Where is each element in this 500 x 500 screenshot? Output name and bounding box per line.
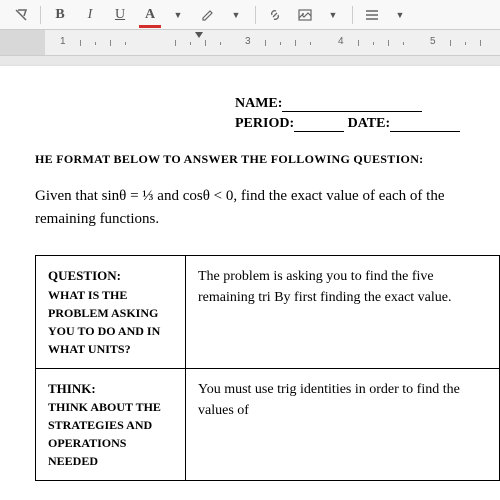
ruler-number: 1 (60, 36, 66, 47)
align-icon[interactable] (361, 4, 383, 26)
document-area: NAME: PERIOD: DATE: HE FORMAT BELOW TO A… (0, 56, 500, 500)
name-label: NAME: (235, 96, 282, 111)
format-clear-icon[interactable] (10, 4, 32, 26)
ruler-tick (280, 42, 281, 45)
ruler-tick (110, 40, 111, 46)
formatting-toolbar: B I U A ▼ ▼ ▼ ▼ (0, 0, 500, 30)
ruler-tick (95, 42, 96, 45)
ruler-tick (465, 42, 466, 45)
italic-button[interactable]: I (79, 4, 101, 26)
row-title: QUESTION: (48, 266, 173, 286)
ruler-tick (450, 40, 451, 46)
date-field-line (390, 118, 460, 132)
bold-button[interactable]: B (49, 4, 71, 26)
ruler-tick (125, 42, 126, 45)
period-field-line (294, 118, 344, 132)
row-content-cell: You must use trig identities in order to… (186, 368, 500, 481)
ruler-tick (175, 40, 176, 46)
period-label: PERIOD: (235, 116, 294, 131)
underline-button[interactable]: U (109, 4, 131, 26)
ruler-tick (80, 40, 81, 46)
dropdown-icon[interactable]: ▼ (389, 4, 411, 26)
row-subtitle: WHAT IS THE PROBLEM ASKING YOU TO DO AND… (48, 286, 173, 358)
row-label-cell: THINK: THINK ABOUT THE STRATEGIES AND OP… (36, 368, 186, 481)
ruler-number: 3 (245, 36, 251, 47)
table-row: QUESTION: WHAT IS THE PROBLEM ASKING YOU… (36, 256, 500, 369)
name-field-line (282, 98, 422, 112)
worksheet-header: NAME: PERIOD: DATE: (235, 96, 500, 132)
ruler-tick (205, 40, 206, 46)
ruler-number: 5 (430, 36, 436, 47)
problem-solving-table: QUESTION: WHAT IS THE PROBLEM ASKING YOU… (35, 255, 500, 481)
ruler-tick (265, 40, 266, 46)
row-subtitle: THINK ABOUT THE STRATEGIES AND OPERATION… (48, 398, 173, 470)
ruler-tick (358, 40, 359, 46)
dropdown-icon[interactable]: ▼ (225, 4, 247, 26)
row-label-cell: QUESTION: WHAT IS THE PROBLEM ASKING YOU… (36, 256, 186, 369)
table-row: THINK: THINK ABOUT THE STRATEGIES AND OP… (36, 368, 500, 481)
row-content-cell: The problem is asking you to find the fi… (186, 256, 500, 369)
horizontal-ruler: 1 3 4 5 (0, 30, 500, 56)
tab-stop-marker[interactable] (195, 32, 203, 38)
ruler-tick (403, 42, 404, 45)
image-icon[interactable] (294, 4, 316, 26)
document-page[interactable]: NAME: PERIOD: DATE: HE FORMAT BELOW TO A… (0, 66, 500, 500)
toolbar-separator (255, 6, 256, 24)
ruler-tick (295, 40, 296, 46)
instruction-text: HE FORMAT BELOW TO ANSWER THE FOLLOWING … (35, 152, 500, 167)
ruler-tick (388, 40, 389, 46)
ruler-tick (480, 40, 481, 46)
ruler-tick (190, 42, 191, 45)
link-icon[interactable] (264, 4, 286, 26)
problem-statement: Given that sinθ = ⅓ and cosθ < 0, find t… (35, 185, 500, 230)
ruler-left-margin (0, 30, 45, 55)
date-label: DATE: (348, 116, 391, 131)
dropdown-icon[interactable]: ▼ (322, 4, 344, 26)
toolbar-separator (352, 6, 353, 24)
ruler-number: 4 (338, 36, 344, 47)
font-color-button[interactable]: A (139, 4, 161, 26)
row-title: THINK: (48, 379, 173, 399)
ruler-tick (220, 42, 221, 45)
highlight-icon[interactable] (197, 4, 219, 26)
dropdown-icon[interactable]: ▼ (167, 4, 189, 26)
ruler-tick (373, 42, 374, 45)
toolbar-separator (40, 6, 41, 24)
ruler-tick (310, 42, 311, 45)
